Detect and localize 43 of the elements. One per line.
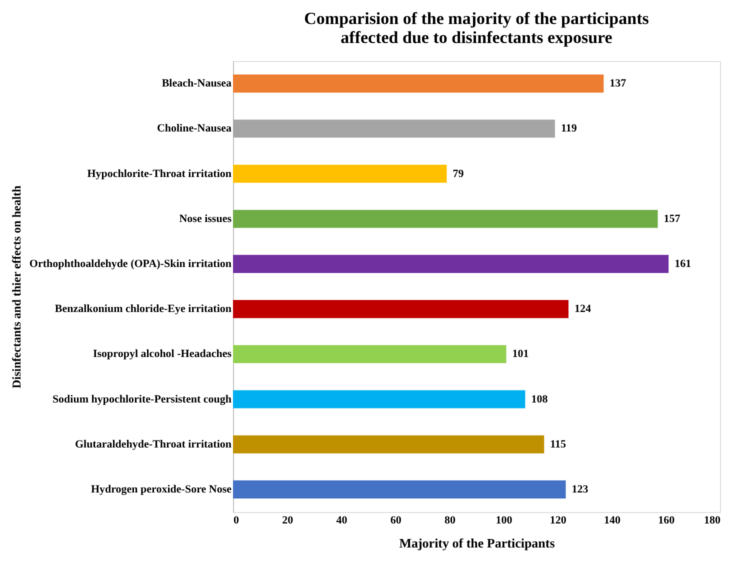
x-tick-label: 120 (550, 514, 567, 526)
data-label: 79 (452, 168, 464, 180)
x-axis-title: Majority of the Participants (399, 536, 555, 550)
x-tick-label: 80 (444, 514, 456, 526)
data-label: 101 (512, 348, 529, 360)
data-label: 161 (674, 258, 692, 270)
data-label: 124 (574, 303, 592, 316)
bar (233, 254, 669, 273)
y-tick-label: Benzalkonium chloride-Eye irritation (54, 303, 232, 316)
x-tick-label: 20 (282, 514, 294, 526)
y-tick-label: Choline-Nausea (156, 122, 232, 135)
y-tick-label: Bleach-Nausea (162, 78, 232, 90)
y-tick-label: Nose issues (179, 212, 232, 225)
bar (233, 300, 568, 318)
bar (233, 210, 658, 228)
bar (233, 74, 604, 93)
x-tick-label: 60 (390, 514, 402, 526)
data-label: 137 (610, 78, 627, 90)
bar (233, 164, 447, 183)
y-tick-label: Hypochlorite-Throat irritation (87, 168, 232, 180)
y-tick-label: Glutaraldehyde-Throat irritation (74, 438, 232, 450)
bar (233, 120, 555, 138)
y-tick-label: Isopropyl alcohol -Headaches (92, 348, 232, 360)
bar (233, 480, 566, 498)
y-tick-label: Hydrogen peroxide-Sore Nose (90, 483, 232, 496)
x-tick-label: 40 (336, 514, 348, 526)
data-label: 115 (550, 438, 567, 450)
chart-title: Comparision of the majority of the participants affected due to disinfectants exposure (304, 9, 650, 47)
bar (233, 390, 526, 408)
x-tick-label: 180 (704, 514, 721, 526)
y-axis-title: Disinfectants and thier effects on health (10, 185, 24, 388)
x-tick-label: 100 (496, 514, 513, 526)
data-label: 123 (572, 483, 589, 496)
y-tick-label: Orthophthoaldehyde (OPA)-Skin irritation (29, 258, 232, 270)
x-tick-label: 140 (604, 514, 622, 526)
bar (233, 435, 544, 454)
y-tick-label: Sodium hypochlorite-Persistent cough (52, 393, 232, 406)
x-tick-label: 160 (658, 514, 676, 526)
data-label: 108 (531, 393, 548, 406)
data-label: 119 (560, 122, 578, 135)
x-tick-label: 0 (234, 514, 240, 526)
data-label: 157 (664, 212, 681, 225)
bar (233, 345, 506, 364)
